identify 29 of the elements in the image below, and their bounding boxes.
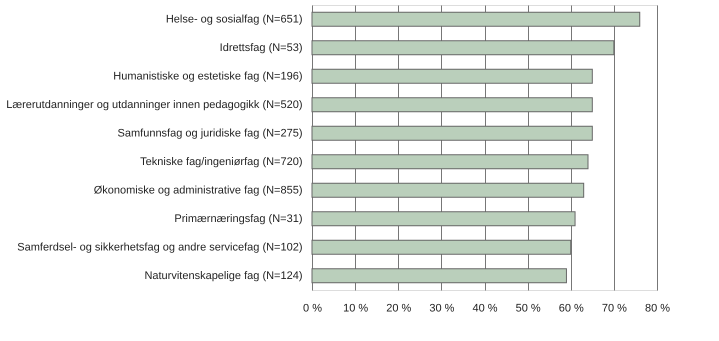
y-tick-label: Økonomiske og administrative fag (N=855) bbox=[94, 184, 302, 196]
x-tick-label: 20 % bbox=[386, 302, 412, 314]
x-tick-label: 10 % bbox=[343, 302, 368, 314]
bar bbox=[312, 154, 588, 170]
y-tick-label: Naturvitenskapelige fag (N=124) bbox=[144, 270, 302, 282]
y-tick-label: Tekniske fag/ingeniørfag (N=720) bbox=[140, 156, 302, 168]
bar bbox=[312, 126, 593, 141]
bar bbox=[312, 97, 593, 112]
x-tick-label: 0 % bbox=[303, 302, 322, 314]
x-tick-label: 40 % bbox=[472, 302, 498, 314]
x-tick-label: 50 % bbox=[516, 302, 541, 314]
y-tick-label: Helse- og sosialfag (N=651) bbox=[166, 13, 302, 26]
bar bbox=[312, 182, 584, 198]
bar bbox=[312, 40, 614, 56]
bar bbox=[312, 211, 576, 226]
bar bbox=[312, 12, 640, 27]
x-tick-label: 80 % bbox=[644, 302, 670, 314]
y-tick-label: Samferdsel- og sikkerhetsfag og andre servicefag (N=102) bbox=[17, 241, 302, 254]
x-tick-label: 60 % bbox=[558, 302, 584, 314]
y-tick-label: Idrettsfag (N=53) bbox=[220, 42, 302, 54]
y-tick-label: Primærnæringsfag (N=31) bbox=[174, 212, 302, 225]
bar bbox=[312, 68, 593, 84]
y-tick-label: Lærerutdanninger og utdanninger innen pedagogikk (N=520) bbox=[6, 98, 302, 111]
bar bbox=[312, 268, 567, 284]
x-tick-label: 30 % bbox=[429, 302, 455, 314]
y-tick-label: Humanistiske og estetiske fag (N=196) bbox=[113, 70, 302, 82]
bar bbox=[312, 240, 572, 255]
x-tick-label: 70 % bbox=[602, 302, 628, 314]
y-tick-label: Samfunnsfag og juridiske fag (N=275) bbox=[118, 127, 302, 140]
